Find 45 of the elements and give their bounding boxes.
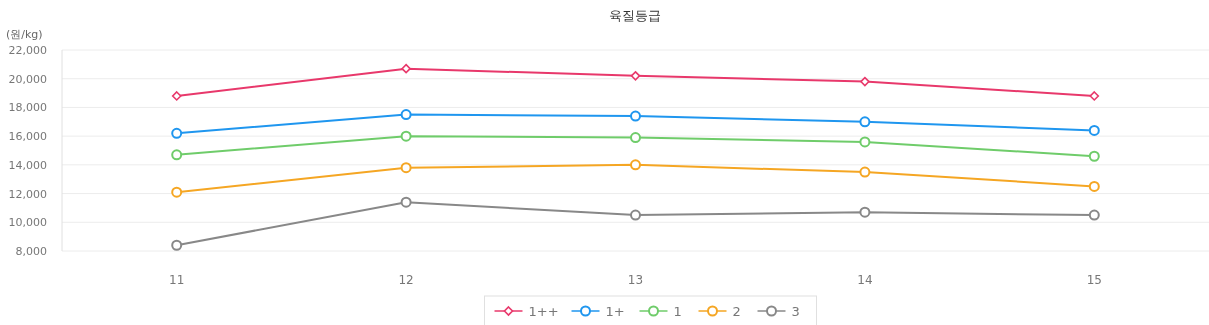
point	[1088, 180, 1100, 192]
y-tick-label: 12,000	[8, 187, 47, 201]
point	[171, 239, 183, 251]
x-tick-label: 14	[857, 273, 873, 287]
legend-label: 2	[732, 304, 741, 319]
point	[1089, 91, 1100, 101]
point	[630, 110, 641, 122]
x-tick-label: 15	[1086, 273, 1102, 287]
x-tick-label: 13	[627, 273, 644, 287]
point	[171, 149, 183, 161]
point	[401, 63, 411, 74]
y-tick-label: 8,000	[15, 245, 47, 258]
y-tick-label: 18,000	[8, 101, 47, 115]
point	[171, 186, 183, 198]
point	[171, 91, 182, 101]
point	[400, 196, 412, 208]
point	[630, 209, 641, 221]
point	[630, 71, 641, 81]
legend-label: 1+	[605, 304, 625, 319]
point	[1088, 124, 1100, 136]
point	[171, 127, 183, 139]
y-tick-label: 10,000	[8, 216, 47, 230]
y-tick-label: 20,000	[8, 72, 47, 86]
point	[630, 132, 641, 144]
legend-label: 3	[791, 304, 800, 319]
chart-title: 육질등급	[609, 8, 661, 23]
y-axis-title: (원/kg)	[6, 28, 43, 41]
point	[630, 159, 641, 171]
point	[400, 162, 412, 174]
x-tick-label: 12	[398, 273, 414, 287]
y-tick-label: 16,000	[8, 130, 47, 144]
point	[1088, 209, 1100, 221]
legend-label: 1	[673, 304, 682, 319]
x-tick-label: 11	[169, 273, 185, 287]
point	[859, 206, 871, 218]
point	[400, 130, 412, 142]
point	[859, 166, 871, 178]
point	[860, 76, 870, 87]
y-tick-label: 22,000	[8, 44, 47, 57]
point	[400, 109, 412, 121]
y-tick-label: 14,000	[8, 158, 47, 172]
point	[859, 136, 871, 148]
point	[1088, 150, 1100, 162]
point	[859, 116, 871, 128]
legend-label: 1++	[528, 304, 559, 319]
